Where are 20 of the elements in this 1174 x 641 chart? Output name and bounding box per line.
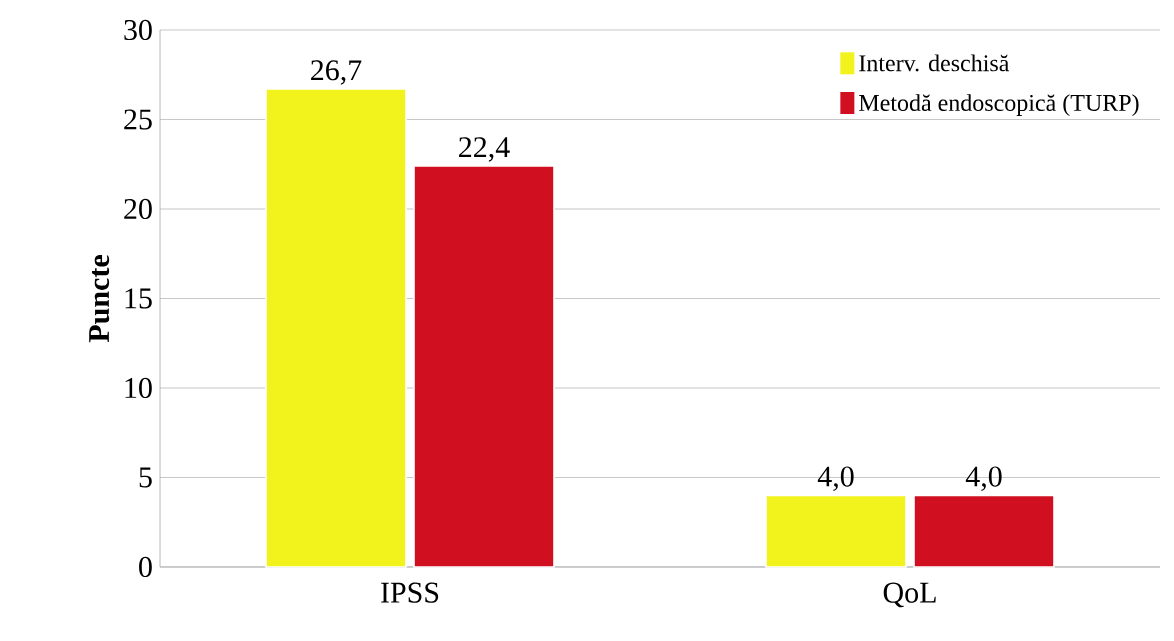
data-label: 4,0 (965, 466, 1002, 491)
data-label: 22,4 (459, 137, 510, 162)
bar (265, 88, 407, 568)
y-tick-label: 10 (125, 377, 152, 399)
data-label: 26,7 (311, 60, 362, 85)
bar (765, 494, 907, 568)
y-tick-label: 25 (124, 109, 152, 130)
y-tick-label: 0 (139, 556, 152, 578)
y-axis-title: Puncte (89, 255, 110, 343)
bar (413, 165, 555, 568)
x-tick-label: IPSS (381, 582, 439, 603)
y-tick-label: 20 (124, 198, 152, 220)
y-tick-label: 15 (125, 288, 152, 309)
bar (913, 494, 1055, 568)
y-tick-label: 30 (124, 19, 152, 41)
x-tick-label: QoL (883, 582, 936, 608)
data-label: 4,0 (817, 466, 854, 491)
legend-label: Interv. deschisă (859, 54, 1010, 72)
legend-label: Metodă endoscopică (TURP) (859, 94, 1139, 116)
y-tick-label: 5 (139, 467, 152, 488)
